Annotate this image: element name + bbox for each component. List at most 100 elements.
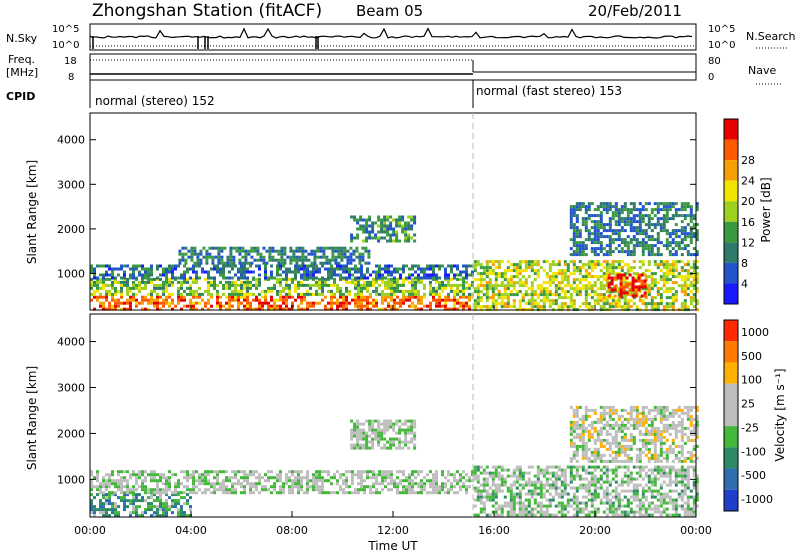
power-cell	[447, 292, 450, 296]
velocity-cell	[512, 468, 516, 472]
power-cell	[204, 270, 207, 274]
power-cell	[607, 294, 611, 298]
power-cell	[111, 283, 114, 287]
power-cell	[587, 232, 591, 236]
power-cell	[255, 307, 258, 311]
power-cell	[333, 295, 336, 299]
power-cell	[123, 283, 126, 287]
power-cell	[330, 289, 333, 293]
power-cell	[683, 247, 687, 251]
power-cell	[563, 260, 567, 264]
velocity-cell	[348, 491, 351, 495]
power-cell	[515, 275, 519, 279]
velocity-cell	[387, 488, 390, 492]
power-cell	[536, 293, 540, 297]
power-cell	[518, 281, 522, 285]
power-cell	[581, 241, 585, 245]
power-cell	[683, 229, 687, 233]
velocity-cell	[386, 422, 390, 426]
velocity-cell	[605, 513, 609, 517]
velocity-cell	[674, 489, 678, 493]
velocity-cell	[512, 513, 516, 517]
power-cell	[611, 232, 615, 236]
power-cell	[360, 267, 363, 271]
velocity-cell	[368, 422, 372, 426]
velocity-cell	[159, 508, 162, 512]
power-cell	[632, 202, 636, 206]
power-cell	[237, 292, 240, 296]
velocity-cell	[465, 491, 468, 495]
velocity-cell	[255, 476, 258, 480]
velocity-cell	[599, 474, 603, 478]
velocity-cell	[362, 431, 366, 435]
velocity-cell	[309, 485, 312, 489]
power-cell	[339, 295, 342, 299]
velocity-cell	[141, 488, 144, 492]
velocity-cell	[189, 508, 192, 512]
velocity-cell	[204, 488, 207, 492]
velocity-cell	[411, 491, 414, 495]
power-cell	[246, 276, 249, 280]
power-cell	[620, 205, 624, 209]
power-cell	[617, 229, 621, 233]
power-cell	[468, 304, 471, 308]
power-cell	[99, 277, 102, 281]
velocity-cell	[587, 492, 591, 496]
power-cell	[491, 305, 495, 309]
power-cell	[423, 273, 426, 277]
power-cell	[273, 298, 276, 302]
power-cell	[270, 289, 273, 293]
power-cell	[473, 260, 477, 264]
power-cell	[539, 266, 543, 270]
power-cell	[195, 280, 198, 284]
power-cell	[590, 263, 594, 267]
velocity-cell	[381, 473, 384, 477]
power-cell	[563, 278, 567, 282]
power-cell	[572, 244, 576, 248]
power-cell	[521, 299, 525, 303]
velocity-cell	[219, 485, 222, 489]
velocity-cell	[491, 483, 495, 487]
velocity-cell	[93, 508, 96, 512]
velocity-cell	[135, 511, 138, 515]
velocity-cell	[111, 482, 114, 486]
velocity-cell	[575, 423, 579, 427]
power-cell	[222, 273, 225, 277]
power-cell	[662, 290, 666, 294]
power-cell	[619, 273, 623, 277]
velocity-cell	[659, 468, 663, 472]
power-cell	[213, 286, 216, 290]
power-cell	[249, 301, 252, 305]
velocity-cell	[581, 510, 585, 514]
power-cell	[399, 298, 402, 302]
velocity-cell	[213, 491, 216, 495]
velocity-cell	[581, 483, 585, 487]
power-cell	[350, 233, 354, 237]
power-cell	[243, 276, 246, 280]
power-cell	[165, 286, 168, 290]
power-cell	[261, 289, 264, 293]
velocity-cell	[267, 476, 270, 480]
power-cell	[632, 244, 636, 248]
velocity-cell	[297, 491, 300, 495]
power-cell	[237, 307, 240, 311]
power-cell	[622, 285, 626, 289]
power-cell	[93, 276, 96, 280]
power-cell	[240, 295, 243, 299]
power-cell	[294, 267, 297, 271]
power-cell	[243, 286, 246, 290]
velocity-cell	[153, 499, 156, 503]
power-cell	[593, 235, 597, 239]
velocity-cell	[420, 470, 423, 474]
velocity-cell	[111, 502, 114, 506]
velocity-cell	[459, 485, 462, 489]
velocity-cell	[371, 422, 375, 426]
power-cell	[150, 280, 153, 284]
velocity-cell	[629, 510, 633, 514]
velocity-cell	[614, 474, 618, 478]
power-cell	[389, 239, 393, 243]
power-cell	[671, 275, 675, 279]
power-cell	[608, 241, 612, 245]
power-cell	[617, 263, 621, 267]
velocity-cell	[132, 499, 135, 503]
